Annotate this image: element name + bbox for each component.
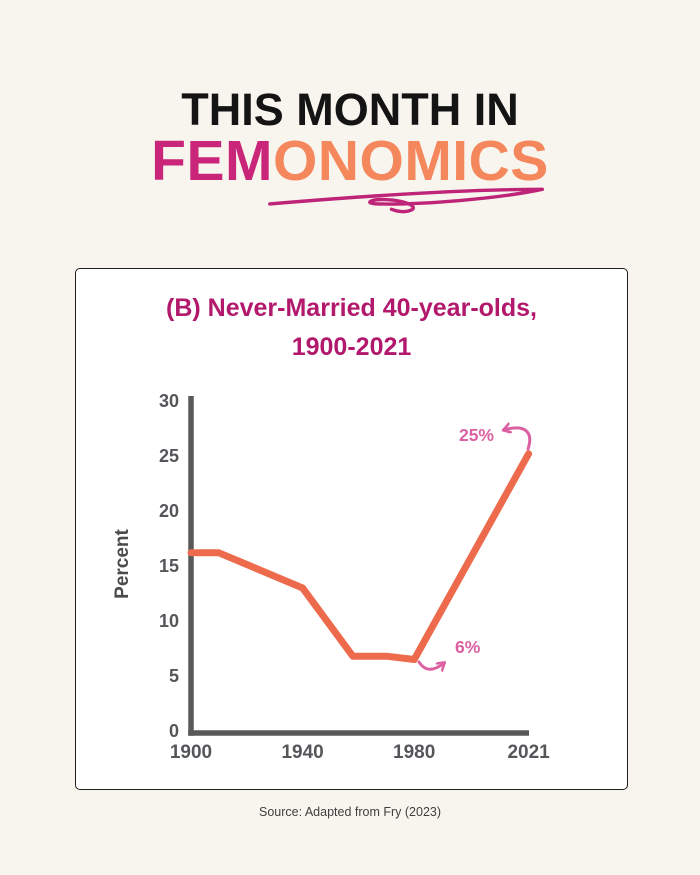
svg-text:15: 15 <box>159 556 179 576</box>
chart-card: (B) Never-Married 40-year-olds, 1900-202… <box>75 268 628 790</box>
line-chart: 0 5 10 15 20 25 30 1900 1940 1980 2021 Percent 25% 6% <box>112 391 550 763</box>
svg-text:Percent: Percent <box>112 528 133 598</box>
svg-text:20: 20 <box>159 501 179 521</box>
chart-title-line1: (B) Never-Married 40-year-olds, <box>166 294 537 322</box>
brand-title: FEMONOMICS <box>0 128 700 194</box>
svg-text:10: 10 <box>159 611 179 631</box>
brand-fem: FEM <box>151 129 273 193</box>
annotation-arrow-icon <box>417 660 444 669</box>
brand-onomics: ONOMICS <box>272 129 549 193</box>
svg-text:25: 25 <box>159 446 179 466</box>
annotation-label: 6% <box>455 637 481 657</box>
annotation-arrow-icon <box>504 428 532 451</box>
svg-text:2021: 2021 <box>507 742 550 763</box>
svg-text:30: 30 <box>159 391 179 411</box>
svg-text:1900: 1900 <box>170 742 212 763</box>
svg-text:0: 0 <box>169 721 179 741</box>
brand-underline-swoosh-icon <box>268 187 545 214</box>
page-kicker: THIS MONTH IN <box>181 84 519 135</box>
svg-text:1980: 1980 <box>393 742 435 763</box>
source-caption: Source: Adapted from Fry (2023) <box>258 805 442 819</box>
chart-title: (B) Never-Married 40-year-olds, 1900-202… <box>76 269 627 367</box>
svg-text:5: 5 <box>169 666 179 686</box>
svg-text:1940: 1940 <box>281 742 323 763</box>
annotation-label: 25% <box>459 425 494 445</box>
chart-title-line2: 1900-2021 <box>291 333 412 361</box>
